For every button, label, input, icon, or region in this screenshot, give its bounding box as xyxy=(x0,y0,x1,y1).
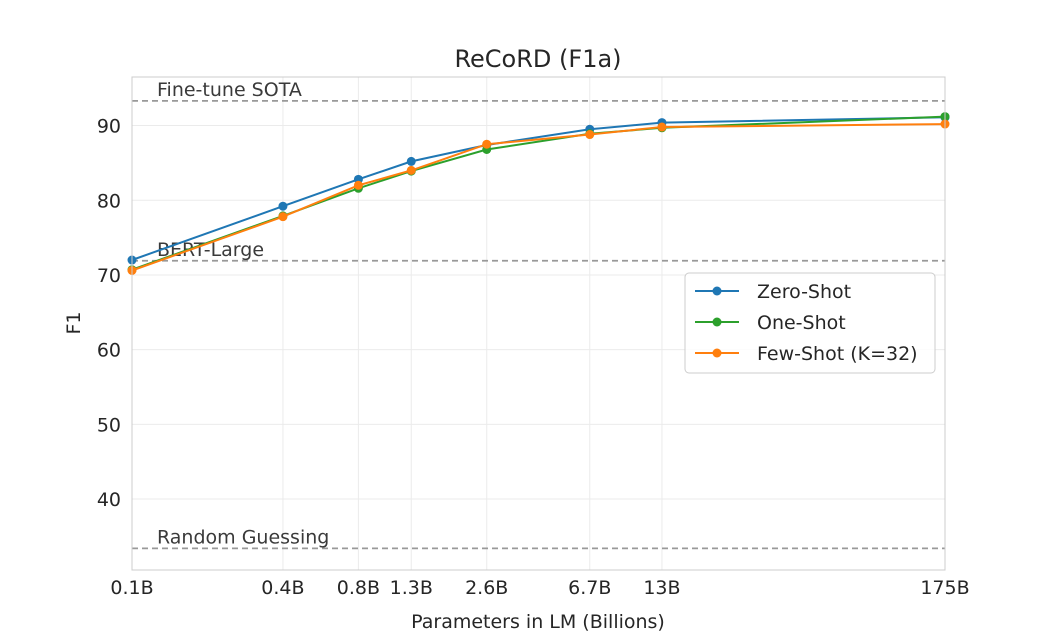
legend-entry-label: Few-Shot (K=32) xyxy=(757,343,918,365)
data-point xyxy=(585,130,595,140)
x-tick-label: 0.4B xyxy=(261,577,304,599)
legend-swatch-marker xyxy=(712,317,722,327)
reference-line-label: Random Guessing xyxy=(157,526,329,548)
data-point xyxy=(406,156,416,166)
y-tick-label: 90 xyxy=(97,116,121,138)
y-tick-label: 60 xyxy=(97,340,121,362)
data-point xyxy=(482,139,492,149)
data-point xyxy=(406,165,416,175)
data-point xyxy=(278,201,288,211)
x-tick-label: 0.8B xyxy=(337,577,380,599)
y-tick-label: 40 xyxy=(97,489,121,511)
legend: Zero-Shot One-Shot Few-Shot (K=32) xyxy=(684,272,936,374)
legend-entry-label: Zero-Shot xyxy=(757,281,851,303)
chart-title: ReCoRD (F1a) xyxy=(454,45,621,73)
legend-swatch-marker xyxy=(712,286,722,296)
legend-box xyxy=(684,272,936,374)
x-tick-label: 175B xyxy=(920,577,969,599)
y-tick-labels: 40 50 60 70 80 90 xyxy=(97,116,121,511)
y-axis-label: F1 xyxy=(63,311,85,334)
x-tick-label: 2.6B xyxy=(465,577,508,599)
y-tick-label: 50 xyxy=(97,414,121,436)
series-line xyxy=(131,123,946,272)
x-axis-label: Parameters in LM (Billions) xyxy=(411,611,665,633)
data-point xyxy=(353,180,363,190)
series-line xyxy=(131,116,946,261)
legend-swatch-marker xyxy=(712,348,722,358)
x-tick-label: 1.3B xyxy=(390,577,433,599)
reference-lines: Fine-tune SOTA BERT-Large Random Guessing xyxy=(132,79,945,550)
y-tick-label: 80 xyxy=(97,190,121,212)
x-tick-label: 6.7B xyxy=(568,577,611,599)
x-tick-label: 0.1B xyxy=(110,577,153,599)
x-tick-labels: 0.1B 0.4B 0.8B 1.3B 2.6B 6.7B 13B 175B xyxy=(110,577,969,599)
series-lines xyxy=(127,112,950,275)
plot-frame xyxy=(131,76,946,571)
reference-line-label: Fine-tune SOTA xyxy=(157,79,302,101)
legend-entry-label: One-Shot xyxy=(757,312,846,334)
reference-line-label: BERT-Large xyxy=(157,239,264,261)
data-point xyxy=(278,212,288,222)
y-tick-label: 70 xyxy=(97,265,121,287)
data-point xyxy=(657,122,667,132)
x-tick-label: 13B xyxy=(643,577,680,599)
